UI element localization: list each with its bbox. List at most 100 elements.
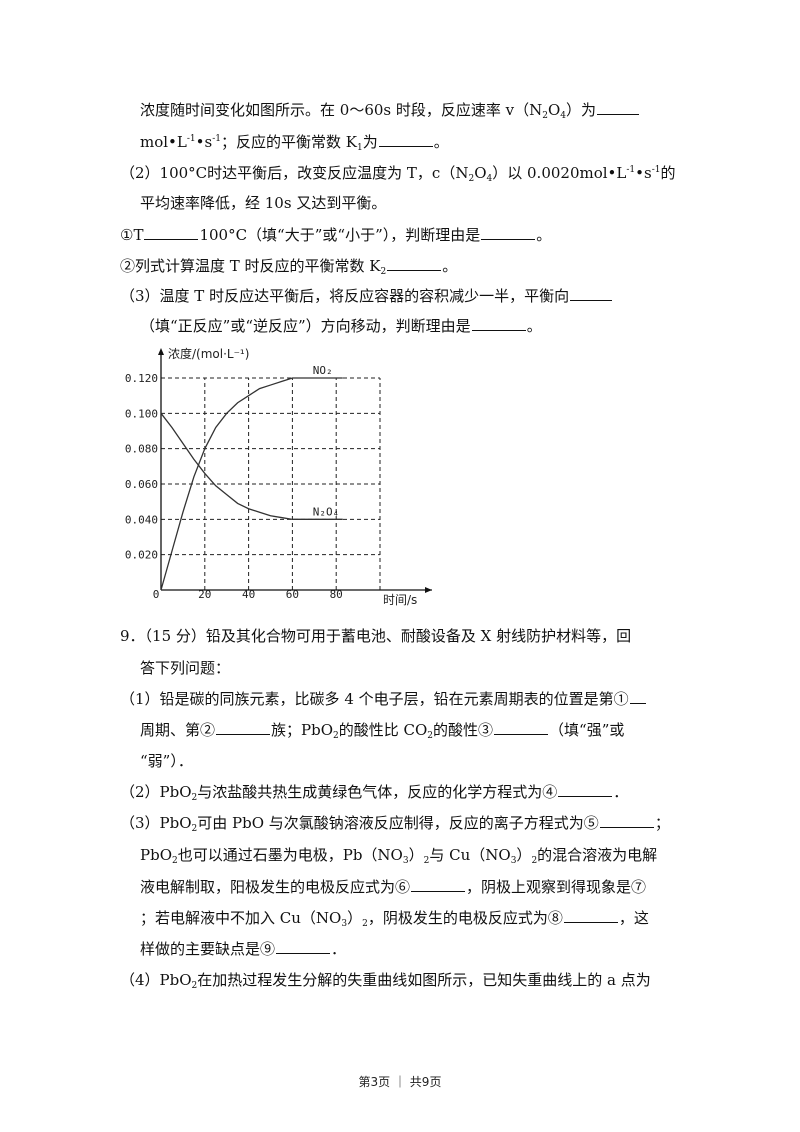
x-tick-label: 0 [153, 588, 160, 601]
text-segment: 也可以通过石墨为电极，Pb（NO [177, 846, 403, 864]
supscript-text: -1 [186, 134, 196, 144]
answer-blank [563, 908, 618, 923]
series-line-no2 [160, 377, 343, 591]
y-tick-label: 0.020 [125, 549, 158, 562]
text-segment: 在加热过程发生分解的失重曲线如图所示，已知失重曲线上的 a 点为 [197, 971, 651, 989]
text-segment: （4）PbO [120, 971, 192, 989]
y-tick-label: 0.100 [125, 407, 158, 420]
text-line: mol•L-1•s-1；反应的平衡常数 K1为。 [140, 132, 449, 153]
subscript-text: 2 [468, 174, 475, 184]
text-segment: 。 [536, 226, 552, 244]
text-line: （填“正反应”或“逆反应”）方向移动，判断理由是 。 [140, 316, 542, 336]
text-segment: ①T [120, 226, 144, 244]
subscript-text: 2 [191, 793, 198, 803]
subscript-text: 1 [356, 143, 363, 153]
text-segment: ，阴极上观察到得现象是⑦ [466, 878, 647, 896]
text-line: ；若电解液中不加入 Cu（NO3）2，阴极发生的电极反应式为⑧ ，这 [140, 908, 649, 929]
answer-blank [570, 286, 613, 301]
answer-blank [597, 100, 640, 115]
text-segment: 答下列问题： [140, 659, 231, 677]
text-line: （1）铅是碳的同族元素，比碳多 4 个电子层，铅在元素周期表的位置是第① [120, 689, 647, 709]
answer-blank [471, 316, 526, 331]
answer-blank [494, 720, 549, 735]
text-segment: （2）100°C时达平衡后，改变反应温度为 T，c（N [120, 164, 469, 182]
y-axis-arrow-icon [158, 348, 164, 355]
concentration-time-chart: NO₂ N₂O₄ 0.020 0.040 0.060 0.080 0.100 0.120 0 2… [125, 346, 432, 607]
y-tick-label: 0.040 [125, 513, 158, 526]
text-segment: （填“正反应”或“逆反应”）方向移动，判断理由是 [140, 317, 471, 335]
text-segment: •s [195, 133, 213, 151]
series-label: N₂O₄ [313, 505, 340, 518]
subscript-text: 2 [531, 856, 538, 866]
x-axis-arrow-icon [425, 587, 432, 593]
text-segment: ②列式计算温度 T 时反应的平衡常数 K [120, 257, 381, 275]
subscript-text: 2 [333, 731, 339, 741]
text-segment: ） [408, 846, 424, 864]
answer-blank [558, 782, 613, 797]
text-segment: 的酸性③ [433, 721, 494, 739]
text-segment: 。 [526, 317, 542, 335]
text-segment: ；若电解液中不加入 Cu（NO [140, 909, 342, 927]
subscript-text: 2 [191, 981, 198, 991]
text-segment: 可由 PbO 与次氯酸钠溶液反应制得，反应的离子方程式为⑤ [197, 814, 599, 832]
text-segment: ） [516, 846, 532, 864]
supscript-text: -1 [212, 134, 221, 144]
x-tick-label: 40 [242, 588, 255, 601]
text-segment: 。 [442, 257, 458, 275]
subscript-text: 2 [427, 731, 434, 741]
x-tick-label: 60 [286, 588, 299, 601]
answer-blank [411, 877, 466, 892]
text-segment: （3）温度 T 时反应达平衡后，将反应容器的容积减少一半，平衡向 [120, 287, 570, 305]
text-line: （3）温度 T 时反应达平衡后，将反应容器的容积减少一半，平衡向 [120, 286, 613, 306]
text-segment: mol•L [140, 133, 187, 151]
supscript-text: -1 [626, 165, 636, 175]
answer-blank [387, 256, 442, 271]
text-segment: （填“强”或 [549, 721, 625, 739]
text-segment: 的酸性比 CO [338, 721, 428, 739]
text-line: （4）PbO2在加热过程发生分解的失重曲线如图所示，已知失重曲线上的 a 点为 [120, 970, 651, 991]
text-segment: ，这 [618, 909, 649, 927]
text-segment: ；反应的平衡常数 K [220, 133, 357, 151]
subscript-text: 2 [362, 919, 368, 929]
subscript-text: 4 [560, 111, 567, 121]
x-tick-label: 20 [198, 588, 211, 601]
series-line-n2o4 [160, 412, 343, 520]
y-tick-label: 0.060 [125, 478, 158, 491]
text-segment: 100°C（填“大于”或“小于”），判断理由是 [199, 226, 481, 244]
answer-blank [378, 132, 433, 147]
x-axis-label: 时间/s [383, 593, 417, 607]
answer-blank [144, 225, 199, 240]
text-line: ②列式计算温度 T 时反应的平衡常数 K2 。 [120, 256, 458, 277]
y-tick-label: 0.080 [125, 443, 158, 456]
text-line: （2）100°C时达平衡后，改变反应温度为 T，c（N2O4）以 0.0020m… [120, 163, 676, 184]
text-segment: O [547, 101, 561, 119]
text-segment: ． [613, 783, 629, 801]
text-segment: 液电解制取，阳极发生的电极反应式为⑥ [140, 878, 411, 896]
series-label: NO₂ [313, 364, 333, 377]
answer-blank [216, 720, 271, 735]
text-segment: 。 [433, 133, 449, 151]
text-line: 9．（15 分）铅及其化合物可用于蓄电池、耐酸设备及 X 射线防护材料等，回 [120, 626, 631, 646]
subscript-text: 2 [542, 111, 548, 121]
text-line: “弱”）． [140, 751, 193, 771]
chart-axes [158, 348, 432, 593]
subscript-text: 3 [510, 856, 517, 866]
y-tick-label: 0.120 [125, 372, 158, 385]
subscript-text: 4 [486, 174, 493, 184]
text-segment: 的混合溶液为电解 [537, 846, 658, 864]
text-segment: 的 [660, 164, 676, 182]
text-segment: ）以 0.0020mol•L [492, 164, 627, 182]
text-segment: ） [347, 909, 363, 927]
subscript-text: 3 [402, 856, 409, 866]
text-segment: 周期、第② [140, 721, 216, 739]
subscript-text: 2 [423, 856, 430, 866]
text-segment: 为 [362, 133, 378, 151]
text-line: 液电解制取，阳极发生的电极反应式为⑥ ，阴极上观察到得现象是⑦ [140, 877, 646, 897]
text-segment: 与浓盐酸共热生成黄绿色气体，反应的化学方程式为④ [197, 783, 558, 801]
text-segment: 平均速率降低，经 10s 又达到平衡。 [140, 194, 387, 212]
chart-grid [161, 377, 381, 590]
text-segment: （2）PbO [120, 783, 192, 801]
text-segment: （3）PbO [120, 814, 192, 832]
text-line: 样做的主要缺点是⑨ ． [140, 939, 346, 959]
x-tick-label: 80 [330, 588, 343, 601]
